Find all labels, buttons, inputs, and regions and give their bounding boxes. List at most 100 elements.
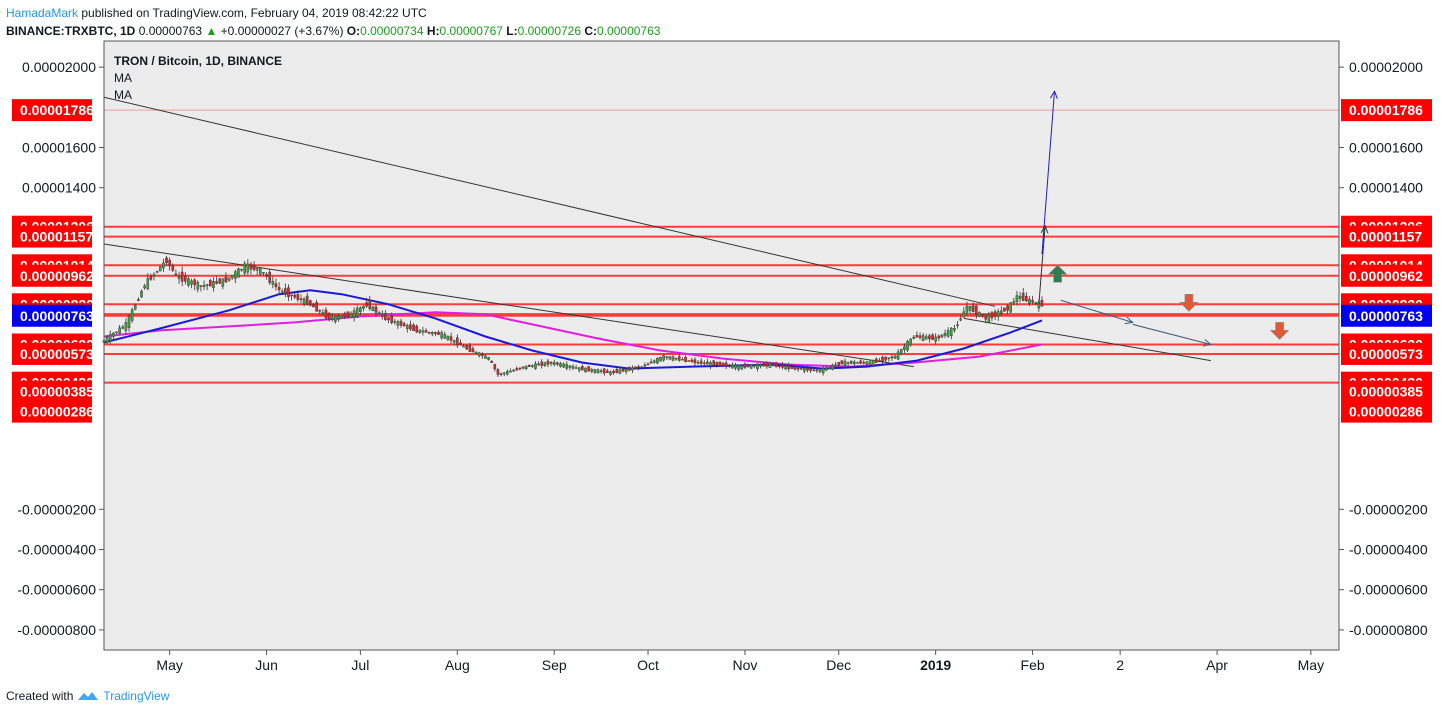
- annotation-arrow-head: [1202, 338, 1212, 347]
- candle-body: [1028, 298, 1031, 304]
- candle-body: [524, 365, 528, 370]
- candle-body: [928, 335, 931, 340]
- annotation-arrow-head: [1040, 224, 1049, 234]
- candle-body: [183, 275, 187, 282]
- candle-body: [459, 342, 462, 346]
- candle-body: [468, 345, 472, 352]
- candle-body: [712, 360, 715, 366]
- candle-body: [162, 262, 165, 269]
- candle-body: [1009, 302, 1013, 313]
- candle-body: [990, 312, 994, 318]
- trend-line: [103, 96, 996, 307]
- plot-border: [103, 40, 1340, 651]
- plot-area[interactable]: [104, 41, 1339, 650]
- candle-body: [899, 349, 903, 355]
- candle-body: [380, 314, 384, 318]
- candle-body: [790, 366, 794, 369]
- candle-body: [946, 330, 950, 337]
- candle-body: [984, 314, 987, 320]
- candle-body: [349, 312, 353, 318]
- price-label-right-bg: [1341, 400, 1432, 423]
- y-tick-label-right: -0.00000600: [1349, 582, 1428, 598]
- price-label-left: 0.00000763: [20, 308, 94, 324]
- price-label-left: 0.00001157: [20, 229, 93, 245]
- candle-body: [362, 306, 365, 309]
- candle-body: [728, 365, 731, 367]
- legend-ma-slow[interactable]: MA: [114, 88, 132, 102]
- x-tick-label: 2: [1116, 657, 1124, 673]
- candle-body: [749, 364, 753, 369]
- candle-body: [1000, 310, 1003, 314]
- candle-body: [359, 307, 362, 313]
- candle-body: [1034, 302, 1038, 304]
- candle-body: [293, 294, 297, 298]
- price-label-left-bg: [12, 380, 92, 403]
- x-tick-label: Feb: [1021, 657, 1045, 673]
- candle-body: [771, 363, 775, 366]
- price-label-left: 0.00001786: [20, 102, 94, 118]
- candle-body: [534, 363, 537, 369]
- price-label-right-bg: [1341, 264, 1432, 287]
- candle-body: [743, 363, 747, 368]
- x-tick-label: Apr: [1206, 657, 1228, 673]
- candle-body: [234, 271, 237, 279]
- candle-body: [921, 335, 925, 341]
- candle-body: [240, 268, 243, 271]
- candle-body: [146, 278, 150, 290]
- candle-body: [537, 363, 540, 366]
- candle-body: [571, 366, 575, 369]
- candle-body: [684, 356, 687, 362]
- candle-body: [709, 362, 712, 367]
- candle-body: [456, 337, 459, 346]
- candle-body: [481, 353, 484, 357]
- candle-body: [890, 356, 894, 359]
- y-tick-label-right: -0.00000200: [1349, 501, 1428, 517]
- candle-body: [196, 282, 200, 290]
- candle-body: [846, 362, 850, 364]
- candle-body: [637, 366, 640, 369]
- candle-body: [975, 305, 978, 315]
- candle-body: [1006, 305, 1009, 311]
- candle-body: [859, 360, 862, 364]
- candle-body: [302, 298, 306, 305]
- candle-body: [312, 304, 315, 308]
- close-value: 0.00000763: [597, 24, 661, 38]
- candle-body: [124, 322, 128, 331]
- legend-ma-fast[interactable]: MA: [114, 71, 132, 85]
- y-tick-label-right: 0.00001400: [1349, 180, 1423, 196]
- publish-line: HamadaMark published on TradingView.com,…: [6, 4, 660, 22]
- author-link[interactable]: HamadaMark: [6, 6, 79, 20]
- candle-body: [699, 360, 703, 364]
- candle-body: [346, 311, 350, 317]
- candle-body: [574, 367, 578, 369]
- candle-body: [484, 355, 487, 359]
- x-tick-label: Dec: [826, 657, 851, 673]
- candle-body: [677, 356, 681, 361]
- tradingview-link[interactable]: TradingView: [103, 689, 170, 703]
- candle-body: [449, 336, 453, 341]
- x-tick-label: 2019: [920, 657, 951, 673]
- candle-body: [409, 324, 412, 330]
- candle-body: [881, 356, 884, 362]
- candle-body: [693, 359, 697, 364]
- candle-body: [668, 356, 672, 360]
- candle-body: [202, 285, 206, 287]
- candle-body: [521, 366, 525, 369]
- candle-body: [490, 360, 493, 363]
- x-tick-label: Jun: [255, 657, 278, 673]
- candle-body: [527, 365, 531, 367]
- price-label-right-bg: [1341, 380, 1432, 403]
- candle-body: [740, 365, 744, 370]
- candle-body: [243, 263, 246, 274]
- close-label: C:: [584, 24, 598, 38]
- candle-body: [127, 315, 131, 328]
- candle-body: [506, 371, 509, 375]
- candle-body: [440, 332, 443, 339]
- high-value: 0.00000767: [439, 24, 503, 38]
- candle-body: [105, 336, 109, 343]
- candle-body: [1025, 295, 1028, 302]
- x-tick-label: May: [156, 657, 182, 673]
- candle-body: [652, 360, 656, 363]
- price-label-left-bg: [12, 342, 92, 365]
